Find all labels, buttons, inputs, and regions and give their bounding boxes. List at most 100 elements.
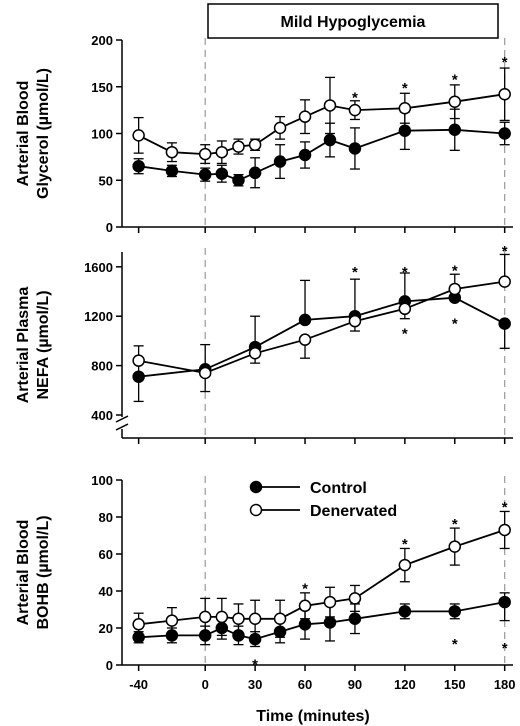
data-point: [498, 595, 511, 609]
data-point: [215, 610, 229, 624]
data-point: [398, 124, 412, 137]
y-tick-label: 400: [91, 408, 113, 423]
significance-marker: *: [402, 536, 408, 553]
data-point: [298, 148, 312, 162]
y-tick-label: 1200: [84, 309, 113, 324]
data-point: [498, 87, 511, 101]
y-axis-label-line: Arterial Blood: [15, 520, 32, 626]
data-point: [215, 145, 229, 159]
legend-label: Control: [310, 480, 367, 497]
significance-marker: *: [452, 316, 458, 333]
x-tick-label: 150: [444, 677, 466, 692]
data-point: [498, 275, 511, 288]
data-point: [298, 599, 312, 613]
data-point: [198, 168, 212, 181]
data-point: [323, 99, 337, 112]
panel-bottom: 0 20 40 60 80 100 -40 0 30 60 90 120 150 180 Arterial …: [15, 473, 516, 692]
panel-top: 0 50 100 150 200 Arterial Blood Glycerol (µmol…: [15, 33, 513, 235]
data-point: [165, 614, 179, 627]
data-point: [398, 558, 412, 572]
data-point: [348, 592, 362, 605]
significance-marker: *: [502, 499, 508, 516]
y-axis-label: Arterial Blood BOHB (µmol/L): [15, 515, 52, 629]
y-tick-label: 800: [91, 359, 113, 374]
series-line: [138, 128, 505, 182]
y-axis-label: Arterial Plasma NEFA (µmol/L): [15, 287, 52, 404]
data-point: [232, 174, 245, 187]
data-point: [398, 102, 412, 115]
significance-marker: *: [352, 264, 358, 281]
significance-marker: *: [302, 581, 308, 598]
data-point: [232, 612, 245, 625]
y-tick-label: 150: [91, 80, 113, 95]
data-point: [248, 166, 262, 180]
y-tick-label: 200: [91, 33, 113, 48]
y-tick-label: 20: [99, 621, 113, 636]
significance-marker: *: [452, 263, 458, 280]
series-line: [138, 296, 506, 378]
data-point: [165, 145, 179, 159]
data-point: [298, 313, 312, 327]
data-point: [198, 610, 212, 624]
legend-marker: [249, 480, 263, 494]
y-tick-label: 0: [106, 220, 113, 235]
series-control: [132, 108, 511, 189]
y-axis-label-line: Arterial Plasma: [15, 287, 32, 404]
series-denervated: [132, 67, 511, 165]
x-tick-label: 60: [298, 677, 312, 692]
y-tick-label: 40: [99, 584, 113, 599]
data-point: [132, 129, 145, 142]
data-point: [448, 540, 462, 553]
data-point: [273, 121, 287, 135]
data-point: [448, 282, 462, 296]
data-point: [273, 155, 287, 168]
significance-marker: *: [452, 636, 458, 653]
legend: Control Denervated: [249, 480, 397, 520]
axis-break-mark: [115, 415, 129, 423]
x-tick-label: -40: [129, 677, 148, 692]
significance-marker: *: [252, 656, 258, 673]
significance-marker: *: [402, 264, 408, 281]
significance-marker: *: [502, 54, 508, 71]
series-denervated: [132, 253, 511, 393]
data-point: [198, 147, 212, 161]
data-point: [323, 595, 337, 609]
data-point: [448, 605, 462, 618]
data-point: [498, 127, 511, 140]
significance-marker: *: [452, 72, 458, 89]
data-point: [498, 523, 511, 537]
significance-marker: *: [402, 326, 408, 343]
data-point: [398, 302, 412, 316]
data-point: [398, 605, 412, 618]
data-point: [498, 317, 511, 330]
data-point: [232, 140, 245, 153]
data-point: [298, 333, 312, 346]
y-axis-label-line: NEFA (µmol/L): [35, 290, 52, 399]
banner-label: Mild Hypoglycemia: [281, 14, 426, 31]
series-line: [138, 280, 505, 374]
data-point: [198, 366, 212, 380]
data-point: [248, 347, 262, 360]
data-point: [132, 159, 145, 173]
data-point: [348, 612, 362, 625]
x-axis-label: Time (minutes): [256, 708, 370, 725]
y-axis-label: Arterial Blood Glycerol (µmol/L): [15, 68, 52, 199]
data-point: [248, 138, 262, 151]
banner-box: [207, 3, 499, 39]
data-point: [165, 164, 179, 178]
x-tick-label: 30: [248, 677, 262, 692]
y-tick-label: 0: [106, 658, 113, 673]
banner: Mild Hypoglycemia: [207, 3, 499, 39]
significance-marker: *: [502, 243, 508, 260]
x-tick-label: 180: [494, 677, 516, 692]
y-tick-label: 80: [99, 510, 113, 525]
data-point: [448, 123, 462, 137]
data-point: [273, 612, 287, 625]
data-point: [448, 95, 462, 108]
y-tick-label: 60: [99, 547, 113, 562]
y-axis-label-line: Glycerol (µmol/L): [35, 68, 52, 199]
data-point: [132, 370, 145, 383]
x-tick-label: 120: [394, 677, 416, 692]
data-point: [348, 103, 362, 117]
